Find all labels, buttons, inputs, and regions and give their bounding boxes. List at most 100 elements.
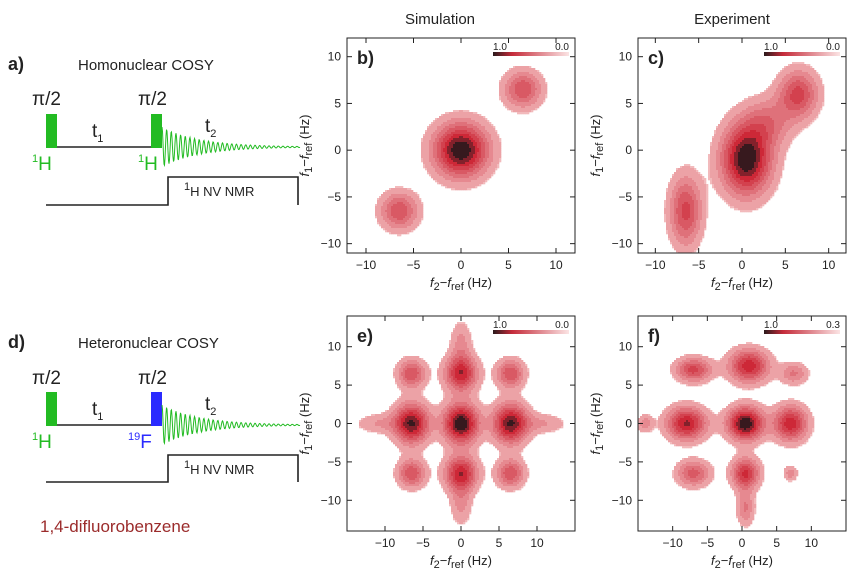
y-tick-label: 5 [625,96,632,110]
pulse1-bar [46,392,57,426]
y-tick-label: −5 [327,455,341,469]
colorbar-max-label: 0.0 [555,42,569,53]
contour-panel-c: −10 −5 0 5 10 −10 −5 0 5 10 f2−fref (Hz) f1−fref (H… [588,37,847,293]
column-title-simulation: Simulation [405,11,475,28]
x-axis-label: f2−fref (Hz) [430,275,492,293]
colorbar [764,52,840,56]
colorbar [764,330,840,334]
sequence-title: Homonuclear COSY [78,57,214,74]
x-tick-label: −5 [692,258,706,272]
y-tick-label: −10 [612,493,633,507]
contour-fill [359,322,564,525]
pulse-sequence-homonuclear: a) Homonuclear COSY π/2 π/2 t1 t2 1H 1H … [8,54,301,206]
colorbar-min-label: 1.0 [764,42,778,53]
x-tick-label: −10 [662,536,683,550]
x-tick-label: −5 [700,536,714,550]
contour-fill [375,66,548,237]
y-tick-label: −5 [618,190,632,204]
pulse1-nucleus: 1H [32,153,52,175]
panel-label: c) [648,48,664,68]
detection-gate [46,454,299,483]
y-tick-label: 5 [334,96,341,110]
contour-panel-f: −10 −5 0 5 10 −10 −5 0 5 10 f2−fref (Hz) f1−fref (H… [588,315,847,571]
x-tick-label: 10 [549,258,563,272]
x-tick-label: 5 [496,536,503,550]
colorbar-max-label: 0.3 [826,320,840,331]
y-tick-label: −5 [327,190,341,204]
y-tick-label: 10 [328,340,342,354]
fid-signal [161,404,301,446]
pulse2-angle: π/2 [138,89,167,110]
pulse2-nucleus: 1H [138,153,158,175]
x-tick-label: 10 [530,536,544,550]
fid-signal [161,126,301,168]
detection-gate [46,176,299,206]
pulse2-angle: π/2 [138,368,167,389]
y-tick-label: 0 [334,417,341,431]
y-axis-label: f1−fref (Hz) [588,115,606,177]
pulse1-angle: π/2 [32,89,61,110]
pulse1-bar [46,114,57,148]
y-tick-label: −10 [321,493,342,507]
y-tick-label: 10 [619,340,633,354]
delay-label: t1 [92,121,103,145]
y-tick-label: −5 [618,455,632,469]
x-tick-label: 0 [739,258,746,272]
x-tick-label: −10 [645,258,666,272]
x-tick-label: 0 [458,258,465,272]
colorbar-max-label: 0.0 [555,320,569,331]
x-tick-label: 10 [805,536,819,550]
pulse-sequence-heteronuclear: d) Heteronuclear COSY π/2 π/2 t1 t2 1H 1… [8,332,301,483]
colorbar-min-label: 1.0 [493,320,507,331]
x-tick-label: 0 [458,536,465,550]
x-tick-label: 10 [822,258,836,272]
x-tick-label: 5 [773,536,780,550]
colorbar-min-label: 1.0 [493,42,507,53]
x-tick-label: 0 [739,536,746,550]
y-axis-label: f1−fref (Hz) [297,115,315,177]
pulse2-bar [151,114,162,148]
contour-fill [664,62,825,253]
colorbar-min-label: 1.0 [764,320,778,331]
colorbar [493,330,569,334]
x-tick-label: −5 [416,536,430,550]
panel-label-a: a) [8,54,24,74]
y-tick-label: 5 [334,378,341,392]
y-tick-label: −10 [321,237,342,251]
acq-label: t2 [205,116,216,140]
y-tick-label: −10 [612,237,633,251]
pulse2-nucleus: 19F [128,431,152,453]
colorbar-max-label: 0.0 [826,42,840,53]
sequence-title: Heteronuclear COSY [78,335,219,352]
x-axis-label: f2−fref (Hz) [430,553,492,571]
y-tick-label: 10 [328,50,342,64]
x-tick-label: −5 [407,258,421,272]
detection-label: 1H NV NMR [184,459,254,477]
x-tick-label: −10 [375,536,396,550]
panel-label: b) [357,48,374,68]
acq-label: t2 [205,394,216,418]
x-axis-label: f2−fref (Hz) [711,275,773,293]
contour-fill [638,342,815,529]
column-title-experiment: Experiment [694,11,771,28]
y-tick-label: 5 [625,378,632,392]
pulse1-angle: π/2 [32,368,61,389]
contour-panel-e: −10 −5 0 5 10 −10 −5 0 5 10 f2−fref (Hz) f1−fref (H… [297,315,576,571]
y-axis-label: f1−fref (Hz) [588,393,606,455]
panel-label: e) [357,326,373,346]
x-axis-label: f2−fref (Hz) [711,553,773,571]
pulse1-nucleus: 1H [32,431,52,453]
x-tick-label: −10 [356,258,377,272]
delay-label: t1 [92,399,103,423]
y-tick-label: 10 [619,50,633,64]
detection-label: 1H NV NMR [184,181,254,199]
panel-label-d: d) [8,332,25,352]
colorbar [493,52,569,56]
x-tick-label: 5 [782,258,789,272]
panel-label: f) [648,326,660,346]
y-tick-label: 0 [625,417,632,431]
y-tick-label: 0 [625,143,632,157]
pulse2-bar [151,392,162,426]
y-axis-label: f1−fref (Hz) [297,393,315,455]
